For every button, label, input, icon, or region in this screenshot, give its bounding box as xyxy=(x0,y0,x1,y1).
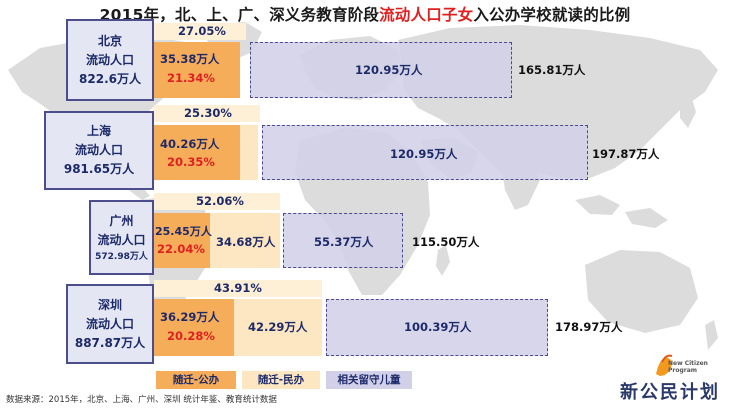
legend-private: 随迁-民办 xyxy=(242,371,320,389)
bar-leftbehind-shanghai xyxy=(262,125,588,180)
title-highlight: 流动人口子女 xyxy=(379,6,474,24)
logo-text: 新公民计划 xyxy=(620,382,720,403)
total-shanghai: 197.87万人 xyxy=(592,147,660,161)
pct-total-beijing: 21.34% xyxy=(167,71,215,85)
city-pop-shanghai: 981.65万人 xyxy=(63,162,135,176)
city-sub-shanghai: 流动人口 xyxy=(74,143,123,157)
value-leftbehind-beijing: 120.95万人 xyxy=(355,63,423,77)
bar-private-shenzhen xyxy=(234,299,322,356)
total-beijing: 165.81万人 xyxy=(518,63,586,77)
title-suffix: 入公办学校就读的比例 xyxy=(473,6,631,24)
bar-private-guangzhou xyxy=(210,213,280,268)
title-prefix: 2015年，北、上、广、深义务教育阶段 xyxy=(99,6,380,24)
value-public-shenzhen: 36.29万人 xyxy=(160,310,220,324)
city-box-shanghai: 上海 流动人口 981.65万人 xyxy=(44,111,154,190)
pct-band-guangzhou xyxy=(154,193,280,210)
pct-total-shenzhen: 20.28% xyxy=(167,329,215,343)
city-name-beijing: 北京 xyxy=(97,33,122,48)
pct-total-guangzhou: 22.04% xyxy=(157,242,205,256)
city-name-shenzhen: 深圳 xyxy=(97,297,122,312)
city-sub-beijing: 流动人口 xyxy=(85,52,134,67)
city-pop-guangzhou: 572.98万人 xyxy=(95,251,148,262)
value-public-beijing: 35.38万人 xyxy=(160,52,220,66)
logo-sub2: Program xyxy=(668,367,698,374)
city-name-shanghai: 上海 xyxy=(86,124,111,138)
value-public-guangzhou: 25.45万人 xyxy=(155,225,212,238)
city-box-shenzhen: 深圳 流动人口 887.87万人 xyxy=(66,284,154,364)
bar-leftbehind-shenzhen xyxy=(326,299,548,356)
pct-band-beijing xyxy=(154,23,246,40)
city-sub-guangzhou: 流动人口 xyxy=(97,232,146,247)
value-private-shenzhen: 42.29万人 xyxy=(248,320,308,334)
bar-private-shanghai xyxy=(240,125,258,180)
bar-leftbehind-beijing xyxy=(250,42,512,98)
pct-migrant-shenzhen: 43.91% xyxy=(214,281,262,295)
pct-migrant-beijing: 27.05% xyxy=(178,24,226,38)
city-box-beijing: 北京 流动人口 822.6万人 xyxy=(66,19,154,101)
legend-leftbehind: 相关留守儿童 xyxy=(326,371,412,389)
bar-leftbehind-guangzhou xyxy=(283,213,403,268)
city-pop-shenzhen: 887.87万人 xyxy=(74,335,146,350)
city-name-guangzhou: 广州 xyxy=(109,213,134,228)
total-guangzhou: 115.50万人 xyxy=(412,235,480,249)
value-leftbehind-shanghai: 120.95万人 xyxy=(390,147,458,161)
legend-public: 随迁-公办 xyxy=(156,371,236,389)
city-sub-shenzhen: 流动人口 xyxy=(85,316,134,331)
pct-migrant-guangzhou: 52.06% xyxy=(196,194,244,208)
value-leftbehind-shenzhen: 100.39万人 xyxy=(404,320,472,334)
logo-sub1: New Citizen xyxy=(668,360,708,367)
pct-band-shanghai xyxy=(154,105,260,122)
bar-public-shenzhen xyxy=(154,299,234,356)
pct-migrant-shanghai: 25.30% xyxy=(184,106,232,120)
pct-total-shanghai: 20.35% xyxy=(167,155,215,169)
chart-title: 2015年，北、上、广、深义务教育阶段流动人口子女入公办学校就读的比例 xyxy=(0,3,730,25)
pct-band-shenzhen xyxy=(154,280,322,297)
bar-public-guangzhou xyxy=(154,213,210,268)
value-private-guangzhou: 34.68万人 xyxy=(216,235,276,249)
source-note: 数据来源：2015年，北京、上海、广州、深圳 统计年鉴、教育统计数据 xyxy=(6,395,277,405)
total-shenzhen: 178.97万人 xyxy=(555,320,623,334)
new-citizen-logo: New Citizen Program 新公民计划 xyxy=(616,352,726,404)
city-pop-beijing: 822.6万人 xyxy=(79,71,141,86)
city-box-guangzhou: 广州 流动人口 572.98万人 xyxy=(89,200,154,275)
bar-public-beijing xyxy=(154,42,240,98)
bar-public-shanghai xyxy=(154,125,240,180)
value-leftbehind-guangzhou: 55.37万人 xyxy=(314,235,374,249)
value-public-shanghai: 40.26万人 xyxy=(160,137,220,151)
logo-emblem-icon xyxy=(656,354,673,376)
